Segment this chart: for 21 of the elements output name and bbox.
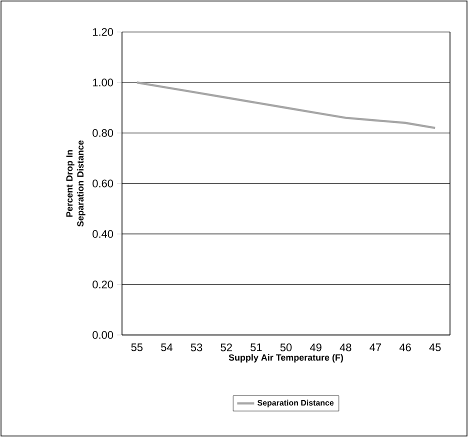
x-tick-label: 52 [220, 344, 232, 352]
x-tick-label: 54 [161, 344, 172, 352]
line-series [136, 81, 436, 130]
x-tick-label: 53 [190, 344, 202, 352]
x-tick-label: 51 [250, 344, 262, 352]
y-tick-label: 0.60 [92, 180, 114, 188]
y-tick-label: 1.00 [92, 78, 114, 86]
x-tick-label: 50 [280, 344, 292, 352]
x-tick-label: 48 [340, 344, 352, 352]
x-tick-label: 46 [399, 344, 411, 352]
x-tick-label: 49 [310, 344, 322, 352]
y-axis-title: Percent Drop In Separation Distance [66, 140, 86, 227]
x-tick-label: 47 [370, 344, 382, 352]
x-tick-label: 45 [429, 344, 441, 352]
y-tick-label: 0.40 [92, 230, 114, 238]
y-tick-label: 0.80 [92, 129, 114, 137]
x-tick-label: 55 [131, 344, 143, 352]
y-tick-label: 1.20 [92, 28, 114, 36]
y-tick-label: 0.00 [92, 331, 114, 339]
x-axis-title: Supply Air Temperature (F) [228, 354, 344, 362]
y-tick-label: 0.20 [92, 280, 114, 288]
